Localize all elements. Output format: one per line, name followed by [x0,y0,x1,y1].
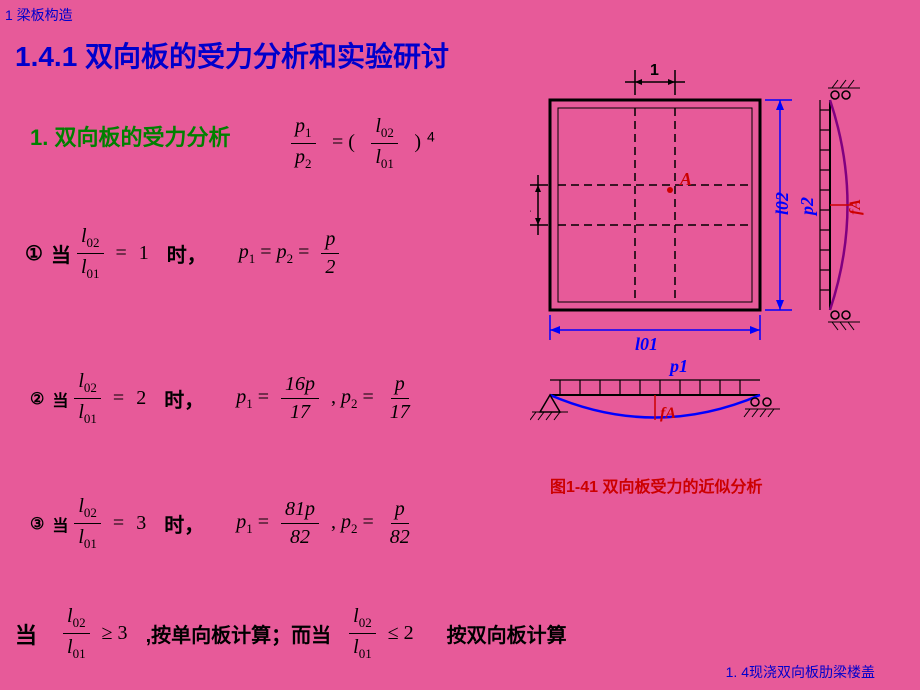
marker: ③ [30,514,44,534]
case-row-3: ③ 当 l02 l01 = 3 时， p1 = 81p82 , p2 = p82 [30,495,420,552]
page-title: 1.4.1 双向板的受力分析和实验研讨 [15,35,449,75]
prefix: 当 [15,618,37,650]
figure-caption: 图1-41 双向板受力的近似分析 [550,473,762,497]
power: 4 [427,128,435,144]
svg-text:fA: fA [660,405,676,422]
sub: 01 [381,156,394,171]
val: 3 [136,512,146,535]
svg-text:1: 1 [530,199,531,216]
then: 时， [164,509,204,538]
breadcrumb: 1 梁板构造 [5,5,73,25]
prefix: 当 [51,239,71,268]
case-row-1: ① 当 l02 l01 = 1 时， p1 = p2 = p2 [25,225,345,282]
main-formula: p1 p2 = ( l02 l01 )4 [285,115,435,172]
sub: 2 [305,156,312,171]
then: 时， [167,239,207,268]
svg-text:1: 1 [650,62,659,79]
conclusion-row: 当 l02 l01 ≥ 3 ,按单向板计算；而当 l02 l01 ≤ 2 按双向… [15,605,579,662]
then: 时， [164,384,204,413]
section-title: 1. 双向板的受力分析 [30,120,230,152]
svg-text:p2: p2 [797,197,817,217]
sub: 1 [305,125,312,140]
svg-text:l02: l02 [772,192,792,215]
svg-text:fA: fA [847,199,864,215]
prefix: 当 [52,387,68,411]
cond2: ≤ 2 [388,622,414,645]
cond1: ≥ 3 [102,622,128,645]
sub: 02 [381,125,394,140]
mid: ,按单向板计算；而当 [146,619,332,648]
svg-text:p1: p1 [668,356,688,376]
sym: p [295,115,305,137]
footer: 1. 4现浇双向板肋梁楼盖 [726,662,875,682]
case-row-2: ② 当 l02 l01 = 2 时， p1 = 16p17 , p2 = p17 [30,370,420,427]
prefix: 当 [52,512,68,536]
svg-text:A: A [679,169,692,189]
marker: ② [30,389,44,409]
figure-diagram: A 1 1 l01 l02 p2 fA [530,60,910,460]
eq: = ( [332,131,355,153]
val: 1 [139,242,149,265]
val: 2 [136,387,146,410]
closep: ) [414,131,421,153]
svg-text:l01: l01 [635,334,658,354]
suffix: 按双向板计算 [447,619,567,648]
sym: p [295,146,305,168]
marker: ① [25,241,43,266]
